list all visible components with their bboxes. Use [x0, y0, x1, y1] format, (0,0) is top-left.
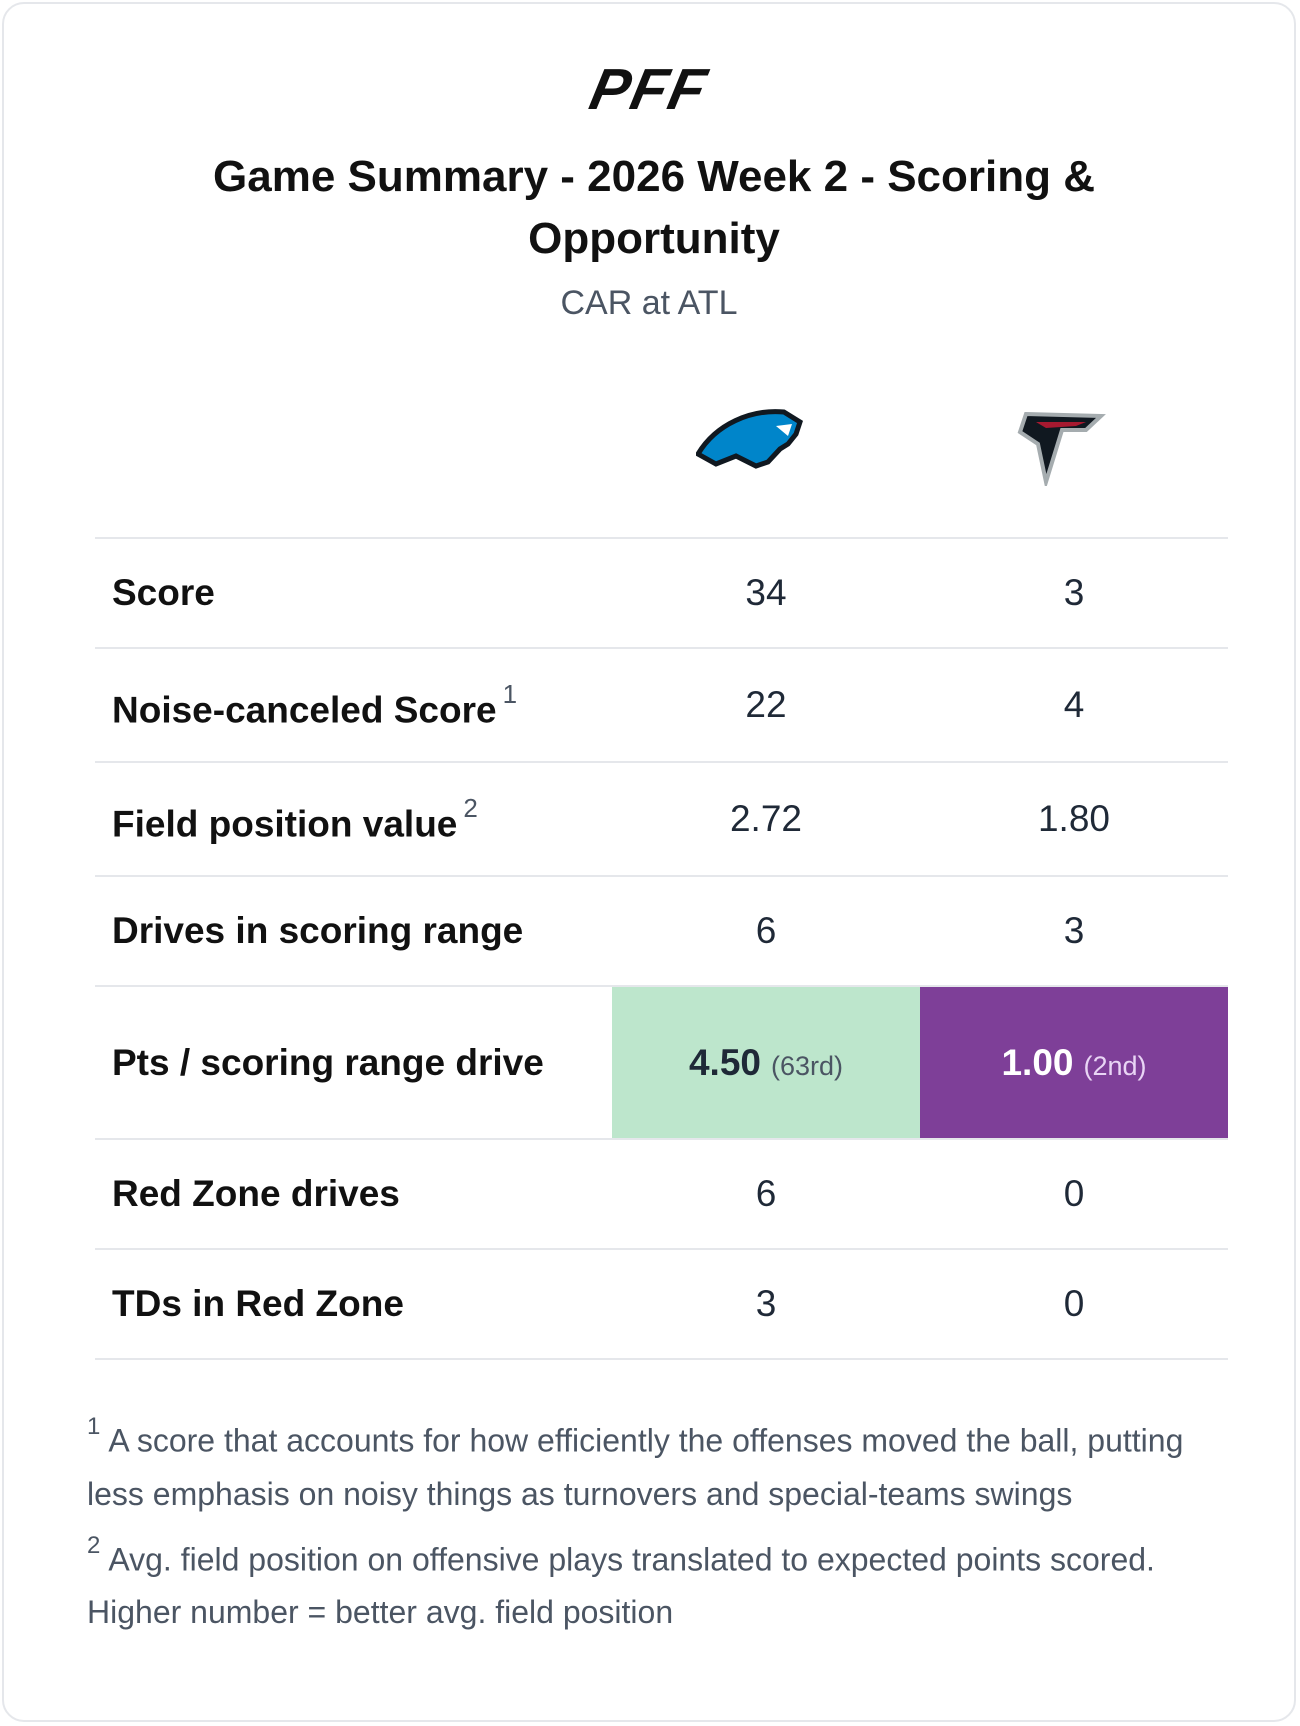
label-text: Noise-canceled Score [112, 689, 497, 731]
value-cell: 1.00 (2nd) [920, 985, 1228, 1140]
footnote-ref: 2 [463, 792, 478, 823]
value: 0 [1063, 1283, 1085, 1324]
value-cell: 1.80 [920, 761, 1228, 877]
value-cell: 4.50 (63rd) [612, 985, 920, 1140]
value-cell: 4 [920, 647, 1228, 763]
value: 3 [1063, 910, 1085, 951]
footnote-ref: 1 [502, 678, 518, 709]
value: 6 [755, 1173, 777, 1214]
row-label: Field position value 2 [95, 761, 612, 877]
label-text: Field position value [112, 803, 458, 845]
table-row: Field position value 2 2.72 1.80 [95, 761, 1228, 877]
panthers-logo [696, 409, 803, 469]
label-text: Score [112, 572, 215, 613]
row-label: Drives in scoring range [95, 875, 612, 987]
label-text: TDs in Red Zone [112, 1283, 404, 1324]
value: 4.50 [688, 1041, 761, 1083]
label-text: Red Zone drives [112, 1173, 400, 1214]
value: 3 [755, 1283, 777, 1324]
footnote: 2 Avg. field position on offensive plays … [87, 1525, 1227, 1640]
falcons-logo [1017, 411, 1106, 486]
stats-table: Score 34 3 Noise-canceled Score 1 22 4 Field po… [95, 537, 1228, 1360]
table-row: Pts / scoring range drive 4.50 (63rd) 1.00 (… [95, 985, 1228, 1140]
value-cell: 3 [612, 1248, 920, 1360]
value: 3 [1063, 572, 1085, 613]
label-text: Pts / scoring range drive [112, 1041, 544, 1083]
value: 0 [1063, 1173, 1085, 1214]
value-cell: 6 [612, 875, 920, 987]
footnote-text: Avg. field position on offensive plays t… [87, 1541, 1155, 1631]
footnote-text: A score that accounts for how efficientl… [87, 1422, 1184, 1512]
value-cell: 3 [920, 875, 1228, 987]
row-label: Score [95, 537, 612, 649]
rank: (2nd) [1083, 1050, 1147, 1081]
value: 22 [745, 684, 787, 725]
value-cell: 3 [920, 537, 1228, 649]
subtitle: CAR at ATL [560, 284, 738, 322]
row-label: Pts / scoring range drive [95, 985, 612, 1140]
label-text: Drives in scoring range [112, 910, 524, 951]
row-label: Red Zone drives [95, 1138, 612, 1250]
logo: PFF [584, 57, 714, 122]
value-cell: 34 [612, 537, 920, 649]
footnote-marker: 2 [87, 1531, 101, 1559]
value: 6 [755, 910, 777, 951]
value: 1.00 [1001, 1041, 1074, 1083]
table-row: TDs in Red Zone 3 0 [95, 1248, 1228, 1360]
row-label: Noise-canceled Score 1 [95, 647, 612, 763]
title: Game Summary - 2026 Week 2 - Scoring & O… [213, 152, 1095, 263]
rank: (63rd) [770, 1050, 844, 1081]
table-row: Score 34 3 [95, 537, 1228, 649]
table-row: Noise-canceled Score 1 22 4 [95, 647, 1228, 763]
value-cell: 2.72 [612, 761, 920, 877]
table-row: Red Zone drives 6 0 [95, 1138, 1228, 1250]
value: 4 [1063, 684, 1085, 725]
row-label: TDs in Red Zone [95, 1248, 612, 1360]
value: 1.80 [1037, 798, 1110, 839]
value-cell: 6 [612, 1138, 920, 1250]
value-cell: 0 [920, 1138, 1228, 1250]
value: 2.72 [729, 798, 802, 839]
value-cell: 0 [920, 1248, 1228, 1360]
table-row: Drives in scoring range 6 3 [95, 875, 1228, 987]
value: 34 [745, 572, 787, 613]
footnote-marker: 1 [87, 1413, 101, 1440]
value-cell: 22 [612, 647, 920, 763]
